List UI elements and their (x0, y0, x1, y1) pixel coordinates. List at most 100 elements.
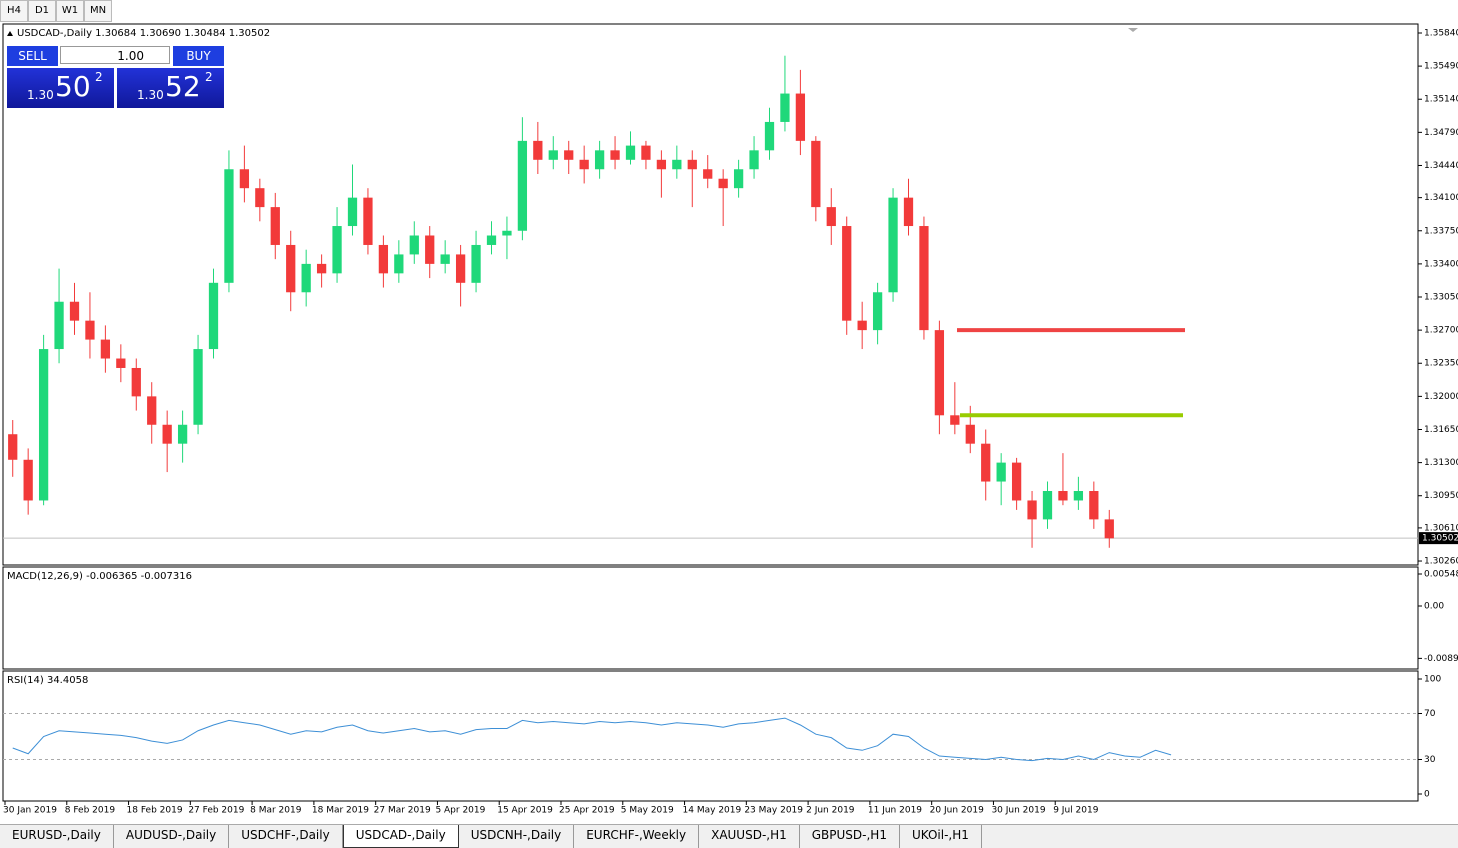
candle (857, 301, 867, 350)
candle-body (594, 150, 605, 170)
bid-price[interactable]: 1.30 50 2 (7, 68, 114, 108)
candle (69, 282, 80, 335)
candle (316, 254, 327, 288)
x-tick-label: 11 Jun 2019 (868, 806, 922, 816)
candle (224, 150, 234, 293)
candle (347, 164, 358, 236)
candle (903, 178, 914, 236)
candle-body (919, 226, 929, 331)
candle-body (641, 145, 651, 160)
candle (455, 244, 466, 307)
x-tick-label: 27 Feb 2019 (188, 806, 244, 816)
timeframe-button[interactable]: W1 (56, 0, 84, 22)
last-price-box (1419, 532, 1458, 545)
y-tick-label: 1.30610 (1424, 523, 1458, 533)
candle (517, 117, 528, 241)
candle (919, 216, 929, 340)
candle (38, 334, 49, 506)
collapse-icon (7, 31, 13, 36)
y-tick-label: 1.30260 (1424, 557, 1458, 567)
symbol-tab[interactable]: EURUSD-,Daily (0, 825, 114, 848)
sell-button[interactable]: SELL (7, 46, 58, 66)
candle-body (131, 367, 141, 397)
x-tick-label: 5 Apr 2019 (435, 806, 485, 816)
symbol-tab[interactable]: XAUUSD-,H1 (699, 825, 800, 848)
candle (255, 178, 265, 222)
candle (131, 358, 141, 411)
symbol-tab[interactable]: USDCHF-,Daily (229, 825, 343, 848)
candle (594, 140, 605, 179)
candle (1073, 476, 1084, 510)
candle (270, 192, 280, 260)
candle-body (965, 424, 975, 444)
candle-body (193, 349, 203, 425)
candle-body (1027, 500, 1037, 520)
candle-body (455, 254, 466, 283)
candle (100, 325, 111, 373)
candle (564, 140, 574, 174)
candle (641, 140, 651, 170)
chart: USDCAD-,Daily 1.30684 1.30690 1.30484 1.… (2, 23, 1458, 816)
ask-price[interactable]: 1.30 52 2 (117, 68, 224, 108)
candle (8, 420, 18, 477)
candle-body (672, 159, 682, 170)
candle-body (548, 150, 558, 160)
y-tick-label: 1.32350 (1424, 359, 1458, 369)
candle (116, 344, 126, 383)
y-tick-label: 1.33400 (1424, 259, 1458, 269)
symbol-tab[interactable]: USDCAD-,Daily (342, 825, 459, 848)
symbol-tab[interactable]: EURCHF-,Weekly (574, 825, 700, 848)
trade-panel: SELL 1.00 BUY 1.30 50 2 1.30 52 2 (5, 45, 225, 108)
symbol-tab[interactable]: AUDUSD-,Daily (114, 825, 230, 848)
candle-body (409, 235, 419, 255)
candle-body (656, 159, 667, 170)
candle (811, 136, 821, 222)
candle (872, 282, 883, 345)
candle (718, 169, 728, 227)
candle-body (1073, 490, 1084, 501)
y-tick-label: 100 (1424, 675, 1441, 685)
y-tick-label: 1.35840 (1424, 28, 1458, 38)
candle (286, 230, 296, 312)
candle (1042, 481, 1053, 529)
x-tick-label: 15 Apr 2019 (497, 806, 553, 816)
candle-body (378, 244, 389, 274)
candle-body (54, 301, 64, 350)
candle (656, 150, 667, 198)
candle (177, 410, 188, 463)
buy-button[interactable]: BUY (173, 46, 224, 66)
bid-frac: 2 (95, 70, 103, 84)
x-tick-label: 30 Jan 2019 (3, 806, 57, 816)
candle-body (795, 93, 806, 141)
candle-body (1011, 462, 1022, 501)
candle-body (703, 169, 713, 179)
candle (1058, 453, 1068, 506)
candle-body (363, 197, 373, 245)
candle (625, 131, 636, 165)
symbol-tab[interactable]: GBPUSD-,H1 (800, 825, 900, 848)
candle (1027, 490, 1037, 548)
candle (795, 69, 806, 156)
candle-body (255, 188, 265, 208)
candle-body (579, 159, 589, 170)
candle-body (780, 93, 790, 122)
x-tick-label: 5 May 2019 (621, 806, 674, 816)
timeframe-button[interactable]: H4 (0, 0, 28, 22)
macd-label: MACD(12,26,9) -0.006365 -0.007316 (7, 571, 192, 582)
candle-body (533, 140, 543, 160)
timeframe-button[interactable]: D1 (28, 0, 56, 22)
candle (378, 235, 389, 288)
symbol-tab[interactable]: USDCNH-,Daily (459, 825, 575, 848)
candle (193, 334, 203, 435)
candle (749, 136, 759, 179)
candle-body (316, 263, 327, 274)
candle (486, 221, 497, 255)
rsi-label: RSI(14) 34.4058 (7, 675, 88, 686)
symbol-tab[interactable]: UKOil-,H1 (900, 825, 982, 848)
candle-body (347, 197, 358, 227)
lot-input[interactable]: 1.00 (60, 46, 170, 64)
candle (23, 448, 33, 515)
timeframe-button[interactable]: MN (84, 0, 112, 22)
candle (764, 107, 775, 160)
candle (471, 230, 481, 293)
